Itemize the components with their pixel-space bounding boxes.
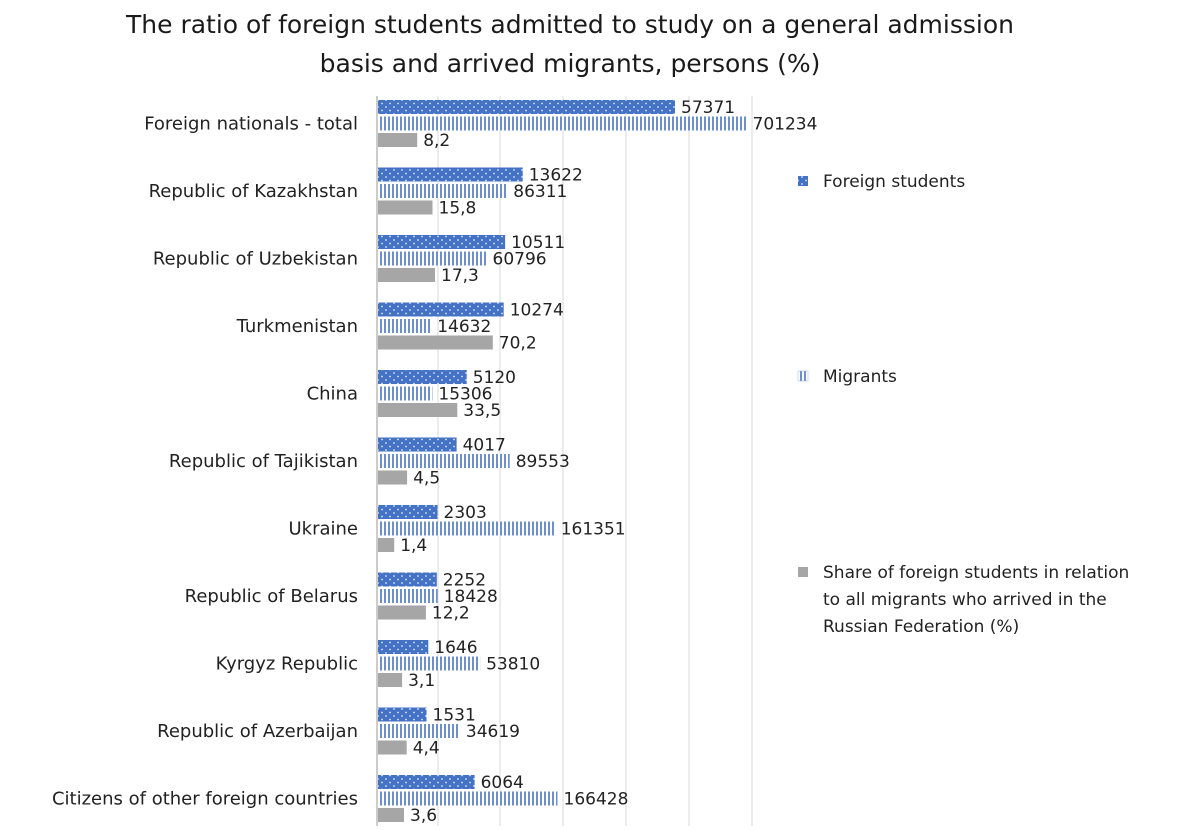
data-label: 2303	[444, 503, 487, 523]
bar-series-3	[378, 605, 426, 620]
legend-swatch	[798, 567, 808, 577]
data-label: 3,6	[410, 806, 437, 826]
bar-series-3	[378, 200, 433, 215]
bar-series-1	[378, 302, 504, 317]
data-label: 18428	[444, 587, 498, 607]
legend-label: Russian Federation (%)	[823, 617, 1019, 637]
bar-series-3	[378, 673, 403, 687]
chart-title-line-1: The ratio of foreign students admitted t…	[125, 10, 1014, 39]
legend: Foreign students Migrants Share of foreign…	[797, 172, 1129, 637]
bar-series-3	[378, 335, 493, 350]
bar-series-3	[378, 403, 458, 417]
legend-label: Foreign students	[823, 172, 965, 192]
bar-series-1	[378, 235, 506, 249]
bar-series-1	[378, 775, 475, 789]
bar-series-2	[378, 589, 438, 603]
category-label: Ukraine	[288, 519, 358, 540]
data-label: 4,4	[413, 739, 440, 759]
category-label: China	[307, 384, 358, 405]
category-label: Republic of Tajikistan	[169, 451, 358, 472]
category-label: Republic of Uzbekistan	[153, 249, 358, 270]
bar-series-1	[378, 505, 438, 519]
bar-series-3	[378, 740, 407, 755]
legend-swatch	[798, 176, 808, 186]
data-label: 60796	[493, 250, 547, 270]
data-label: 1,4	[400, 536, 427, 556]
category-label: Kyrgyz Republic	[216, 654, 358, 675]
bar-series-1	[378, 707, 427, 722]
bar-series-1	[378, 100, 675, 114]
data-label: 86311	[513, 182, 567, 202]
bar-series-1	[378, 167, 523, 182]
bar-series-3	[378, 538, 395, 552]
bar-series-1	[378, 572, 437, 587]
data-label: 5120	[473, 368, 516, 388]
data-label: 57371	[681, 98, 735, 118]
data-label: 70,2	[499, 334, 537, 354]
category-label: Republic of Belarus	[185, 586, 358, 607]
bar-series-2	[378, 791, 558, 806]
bar-series-2	[378, 184, 508, 198]
category-label: Citizens of other foreign countries	[52, 789, 358, 810]
data-label: 6064	[481, 773, 524, 793]
bar-series-3	[378, 268, 435, 282]
data-label: 701234	[753, 115, 818, 135]
bar-series-1	[378, 370, 467, 384]
data-label: 3,1	[408, 671, 435, 691]
chart-title-line-2: basis and arrived migrants, persons (%)	[320, 49, 821, 78]
data-label: 15,8	[439, 199, 477, 219]
category-label: Turkmenistan	[236, 316, 358, 337]
data-label: 1646	[434, 638, 477, 658]
data-label: 166428	[564, 790, 629, 810]
bar-series-2	[378, 319, 432, 333]
data-label: 89553	[516, 452, 570, 472]
data-label: 53810	[486, 655, 540, 675]
data-label: 1531	[433, 706, 476, 726]
data-label: 34619	[466, 722, 520, 742]
bar-series-2	[378, 386, 433, 401]
legend-swatch	[797, 370, 809, 382]
data-label: 10274	[510, 301, 564, 321]
bar-series-3	[378, 133, 418, 147]
data-label: 15306	[438, 385, 492, 405]
data-label: 4017	[463, 436, 506, 456]
bar-series-1	[378, 437, 457, 452]
bar-series-2	[378, 454, 510, 468]
bar-series-3	[378, 470, 408, 485]
bar-series-2	[378, 521, 555, 536]
data-label: 4,5	[413, 469, 440, 489]
bar-series-1	[378, 640, 429, 654]
legend-label: Share of foreign students in relation	[823, 563, 1129, 583]
data-label: 10511	[511, 233, 565, 253]
category-label: Republic of Azerbaijan	[157, 721, 358, 742]
bar-series-2	[378, 724, 460, 738]
data-label: 2252	[443, 571, 486, 591]
bar-series-2	[378, 251, 487, 266]
data-label: 14632	[437, 317, 491, 337]
data-label: 33,5	[463, 401, 501, 421]
legend-label: to all migrants who arrived in the	[823, 590, 1107, 610]
data-label: 13622	[529, 166, 583, 186]
legend-label: Migrants	[823, 367, 897, 387]
data-label: 161351	[561, 520, 626, 540]
data-label: 17,3	[441, 266, 479, 286]
bar-series-2	[378, 656, 481, 671]
bar-series-3	[378, 808, 404, 822]
category-label: Republic of Kazakhstan	[149, 181, 358, 202]
category-labels: Foreign nationals - total Republic of Kaz…	[52, 114, 358, 810]
data-label: 8,2	[423, 131, 450, 151]
data-label: 12,2	[432, 604, 470, 624]
category-label: Foreign nationals - total	[144, 114, 358, 135]
bar-series-2	[378, 116, 747, 131]
